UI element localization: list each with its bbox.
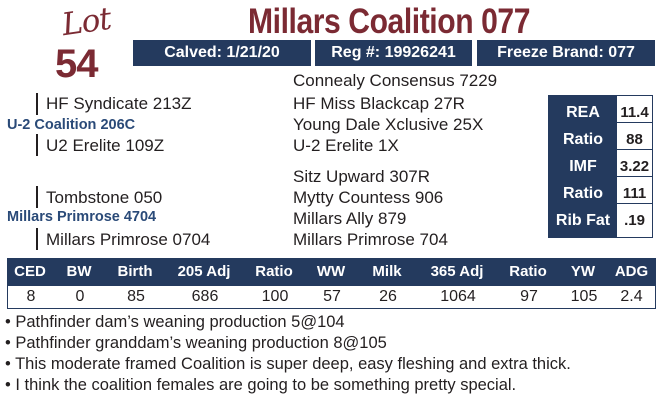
value-adg: 2.4 [620,288,643,305]
header-bw: BW [66,263,92,280]
header-365-adj: 365 Adj [430,263,484,280]
performance-header-row: CED BW Birth 205 Adj Ratio WW Milk 365 A… [7,258,656,285]
header-ced: CED [14,263,46,280]
value-205-adj: 686 [191,288,219,305]
pedigree-dam-sire: Tombstone 050 [46,188,163,207]
calved-date: Calved: 1/21/20 [133,40,311,66]
pedigree-sire-sire: HF Syndicate 213Z [46,94,192,113]
pedigree-sire-dam: U2 Erelite 109Z [46,136,165,155]
pedigree-ggp-5: Sitz Upward 307R [293,167,431,186]
value-ced: 8 [26,288,36,305]
value-ratio-2: 97 [520,288,538,305]
value-milk: 26 [379,288,397,305]
rib-fat-value: .19 [617,204,652,237]
note-item: • This moderate framed Coalition is supe… [5,355,571,373]
pedigree-ggp-8: Millars Primrose 704 [293,230,448,249]
header-yw: YW [570,263,596,280]
value-ww: 57 [323,288,341,305]
lot-label: Lot [59,0,113,44]
pedigree-connector [36,134,38,156]
performance-value-row: 8 0 85 686 100 57 26 1064 97 105 2.4 [7,285,656,309]
note-item: • Pathfinder granddam’s weaning producti… [5,334,387,352]
header-ratio: Ratio [255,263,293,280]
imf-ratio-label: Ratio [549,177,617,210]
pedigree-sire: U-2 Coalition 206C [7,117,136,133]
pedigree-dam-dam: Millars Primrose 0704 [46,230,211,249]
pedigree-ggp-2: HF Miss Blackcap 27R [293,94,465,113]
header-birth: Birth [117,263,153,280]
note-item: • Pathfinder dam’s weaning production 5@… [5,313,345,331]
value-365-adj: 1064 [440,288,476,305]
ultrasound-row: Rib Fat .19 [548,203,653,238]
header-205-adj: 205 Adj [177,263,231,280]
pedigree-dam: Millars Primrose 4704 [7,209,157,225]
value-yw: 105 [570,288,598,305]
header-ratio-2: Ratio [509,263,547,280]
value-bw: 0 [75,288,85,305]
pedigree-ggp-4: U-2 Erelite 1X [293,136,399,155]
pedigree-connector [36,228,38,250]
value-ratio: 100 [261,288,289,305]
lot-number: 54 [55,42,98,86]
pedigree-ggp-1: Connealy Consensus 7229 [293,71,498,90]
rib-fat-label: Rib Fat [549,204,617,237]
note-item: • I think the coalition females are goin… [5,376,517,394]
header-adg: ADG [614,263,649,280]
pedigree-connector [36,93,38,115]
pedigree-ggp-3: Young Dale Xclusive 25X [293,115,484,134]
pedigree-ggp-6: Mytty Countess 906 [293,188,444,207]
value-birth: 85 [127,288,145,305]
registration-number: Reg #: 19926241 [315,40,472,66]
header-milk: Milk [372,263,402,280]
pedigree-connector [36,186,38,208]
pedigree-ggp-7: Millars Ally 879 [293,209,407,228]
header-ww: WW [316,263,346,280]
animal-name-title: Millars Coalition 077 [248,2,531,41]
freeze-brand: Freeze Brand: 077 [477,40,655,66]
